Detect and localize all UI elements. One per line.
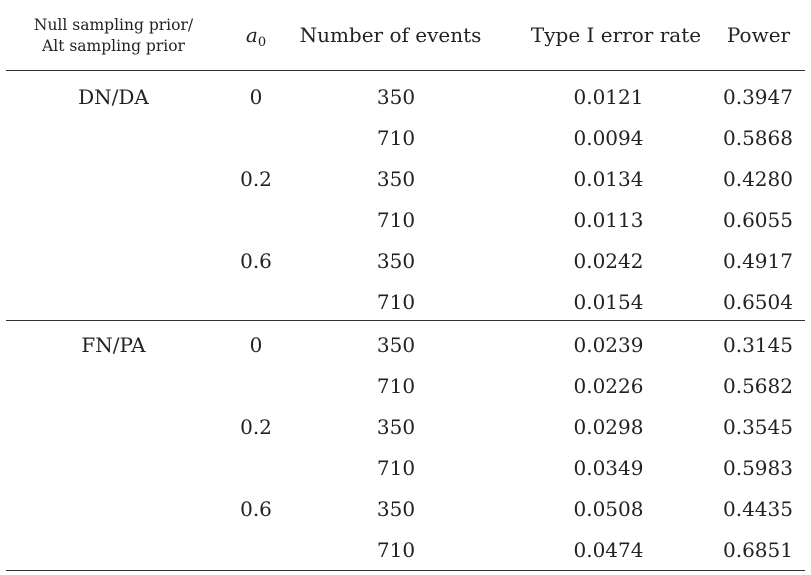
cell-events: 350 [376, 249, 416, 273]
table-row: 710 0.0154 0.6504 [6, 282, 805, 323]
cell-events: 710 [376, 208, 416, 232]
table-row: 0.6 350 0.0508 0.4435 [6, 489, 805, 530]
header-rule [6, 70, 805, 72]
cell-a0: 0.2 [240, 167, 272, 191]
header-a0-symbol: a [245, 23, 258, 47]
cell-prior: FN/PA [81, 333, 146, 357]
cell-type1: 0.0474 [573, 538, 644, 562]
cell-a0: 0 [249, 333, 263, 357]
cell-type1: 0.0242 [573, 249, 644, 273]
cell-events: 350 [376, 167, 416, 191]
results-table: Null sampling prior/ Alt sampling prior … [6, 0, 805, 575]
header-a0: a0 [236, 25, 276, 49]
header-sampling-prior: Null sampling prior/ Alt sampling prior [6, 15, 221, 57]
cell-power: 0.4917 [723, 249, 793, 273]
cell-events: 710 [376, 374, 416, 398]
table-row: DN/DA 0 350 0.0121 0.3947 [6, 77, 805, 118]
cell-events: 710 [376, 456, 416, 480]
cell-events: 350 [376, 415, 416, 439]
header-type-i-error-rate: Type I error rate [530, 23, 702, 47]
cell-power: 0.5682 [723, 374, 793, 398]
cell-power: 0.6504 [723, 290, 793, 314]
cell-power: 0.3947 [723, 85, 793, 109]
cell-type1: 0.0226 [573, 374, 644, 398]
table-row: 710 0.0349 0.5983 [6, 448, 805, 489]
cell-power: 0.5868 [723, 126, 793, 150]
cell-type1: 0.0298 [573, 415, 644, 439]
cell-power: 0.4280 [723, 167, 793, 191]
cell-a0: 0.6 [240, 497, 272, 521]
header-sampling-prior-line2: Alt sampling prior [42, 37, 185, 55]
cell-events: 350 [376, 333, 416, 357]
cell-events: 350 [376, 497, 416, 521]
table-row: FN/PA 0 350 0.0239 0.3145 [6, 325, 805, 366]
group-divider-rule [6, 320, 805, 322]
cell-a0: 0 [249, 85, 263, 109]
cell-a0: 0.6 [240, 249, 272, 273]
table-row: 710 0.0474 0.6851 [6, 530, 805, 571]
table-row: 0.6 350 0.0242 0.4917 [6, 241, 805, 282]
header-number-of-events: Number of events [299, 23, 482, 47]
cell-events: 710 [376, 290, 416, 314]
table-row: 0.2 350 0.0134 0.4280 [6, 159, 805, 200]
cell-type1: 0.0134 [573, 167, 644, 191]
cell-power: 0.6055 [723, 208, 793, 232]
cell-type1: 0.0113 [573, 208, 644, 232]
header-power: Power [726, 23, 791, 47]
cell-power: 0.3145 [723, 333, 793, 357]
cell-type1: 0.0121 [573, 85, 644, 109]
table-row: 0.2 350 0.0298 0.3545 [6, 407, 805, 448]
table-row: 710 0.0113 0.6055 [6, 200, 805, 241]
table-row: 710 0.0094 0.5868 [6, 118, 805, 159]
cell-power: 0.4435 [723, 497, 793, 521]
cell-power: 0.6851 [723, 538, 793, 562]
cell-type1: 0.0094 [573, 126, 644, 150]
cell-power: 0.5983 [723, 456, 793, 480]
cell-events: 710 [376, 538, 416, 562]
header-a0-subscript: 0 [257, 35, 267, 50]
cell-type1: 0.0239 [573, 333, 644, 357]
bottom-rule [6, 570, 805, 572]
cell-events: 710 [376, 126, 416, 150]
table-row: 710 0.0226 0.5682 [6, 366, 805, 407]
header-sampling-prior-line1: Null sampling prior/ [33, 16, 194, 34]
cell-type1: 0.0508 [573, 497, 644, 521]
cell-a0: 0.2 [240, 415, 272, 439]
cell-type1: 0.0349 [573, 456, 644, 480]
cell-prior: DN/DA [78, 85, 149, 109]
cell-power: 0.3545 [723, 415, 793, 439]
cell-events: 350 [376, 85, 416, 109]
cell-type1: 0.0154 [573, 290, 644, 314]
